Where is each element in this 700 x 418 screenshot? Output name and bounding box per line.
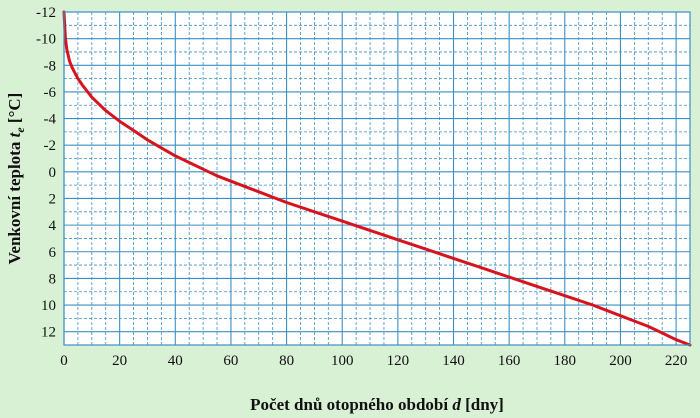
x-tick-label: 20 xyxy=(112,353,127,369)
y-tick-label: -10 xyxy=(36,32,56,48)
grid-major xyxy=(63,11,690,345)
y-tick-label: -4 xyxy=(44,112,57,128)
y-tick-labels: -12 -10 -8 -6 -4 -2 0 2 4 6 8 10 12 xyxy=(36,5,57,341)
plot-frame xyxy=(63,11,691,346)
y-tick-label: 6 xyxy=(49,245,57,261)
x-axis-label-var: d xyxy=(452,395,461,414)
x-tick-label: 160 xyxy=(498,353,521,369)
y-tick-label: 0 xyxy=(49,165,57,181)
series-line xyxy=(62,10,692,347)
x-tick-label: 140 xyxy=(442,353,465,369)
y-axis-label-sub: e xyxy=(13,127,27,133)
x-tick-label: 60 xyxy=(223,353,238,369)
y-axis-label-var: t xyxy=(5,131,24,137)
x-axis-label-main: Počet dnů otopného období xyxy=(250,395,452,414)
x-tick-label: 0 xyxy=(60,353,68,369)
y-tick-label: 10 xyxy=(41,298,56,314)
x-tick-labels: 0 20 40 60 80 100 120 140 160 180 200 220 xyxy=(60,353,687,369)
y-tick-label: -8 xyxy=(44,58,57,74)
y-tick-label: -12 xyxy=(36,5,56,21)
x-tick-label: 200 xyxy=(609,353,632,369)
y-tick-label: 12 xyxy=(41,325,56,341)
y-tick-label: 4 xyxy=(49,218,57,234)
y-tick-label: 8 xyxy=(49,271,57,287)
x-tick-label: 220 xyxy=(665,353,688,369)
grid-minor xyxy=(64,12,690,345)
y-tick-label: -2 xyxy=(44,138,57,154)
x-tick-label: 80 xyxy=(279,353,294,369)
y-axis-label-main: Venkovní teplota xyxy=(5,137,24,264)
plot-area xyxy=(64,12,690,345)
x-tick-label: 180 xyxy=(554,353,577,369)
y-axis-label: Venkovní teplota te [°C] xyxy=(5,93,27,265)
y-axis-label-unit: [°C] xyxy=(5,93,24,128)
x-tick-label: 100 xyxy=(331,353,354,369)
y-tick-label: -6 xyxy=(44,85,57,101)
x-axis-label: Počet dnů otopného období d [dny] xyxy=(250,395,504,414)
x-axis-label-unit: [dny] xyxy=(461,395,504,414)
x-tick-label: 40 xyxy=(168,353,183,369)
y-tick-label: 2 xyxy=(49,191,57,207)
x-tick-label: 120 xyxy=(387,353,410,369)
